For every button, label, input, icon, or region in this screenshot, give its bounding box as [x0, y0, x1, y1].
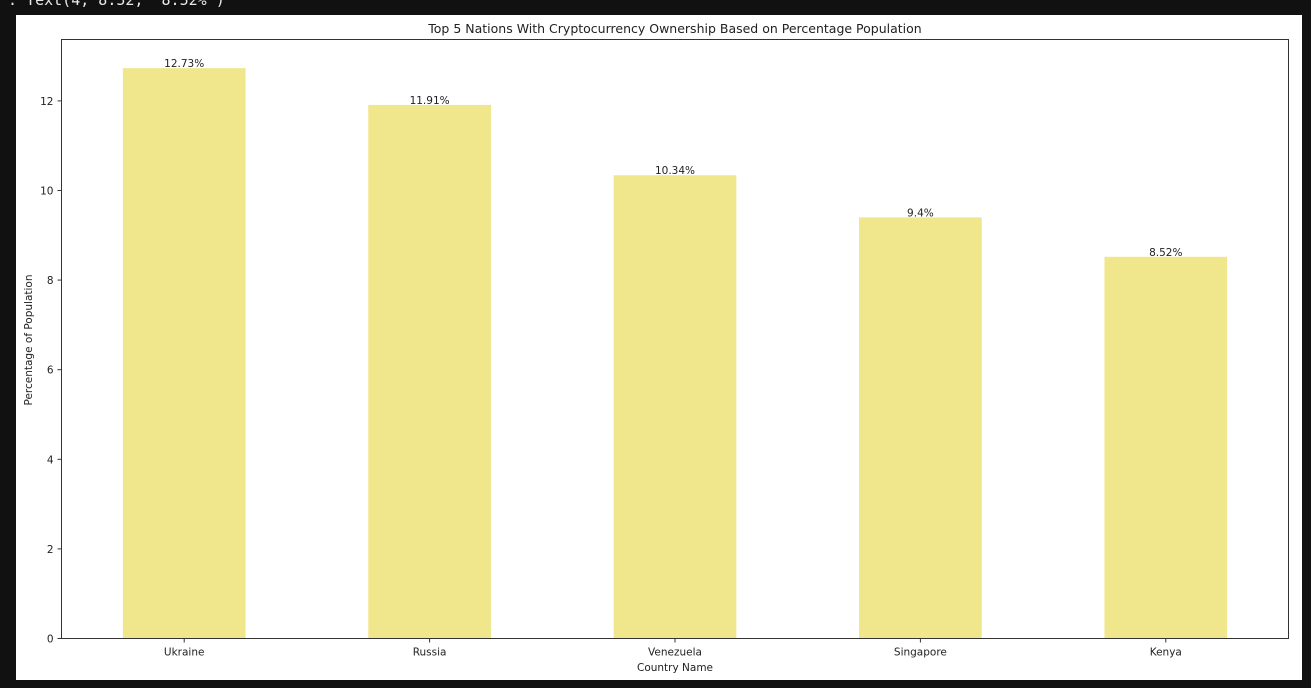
x-tick-label: Russia	[413, 647, 447, 659]
y-tick-label: 6	[47, 365, 54, 377]
x-tick-label: Ukraine	[164, 647, 205, 659]
data-label: 11.91%	[410, 95, 450, 107]
bar-kenya	[1104, 256, 1228, 639]
x-axis-label: Country Name	[637, 662, 713, 674]
y-tick-label: 12	[40, 96, 53, 108]
x-tick-label: Kenya	[1150, 647, 1182, 659]
bar-russia	[368, 104, 491, 639]
cell-output-text: : Text(4, 8.52, '8.52%')	[8, 0, 225, 9]
x-tick-label: Singapore	[894, 647, 947, 659]
y-tick-label: 0	[47, 634, 54, 646]
bar-ukraine	[122, 68, 246, 639]
plot-frame	[61, 39, 1289, 639]
data-label: 8.52%	[1149, 247, 1182, 259]
bar-venezuela	[613, 175, 737, 639]
y-tick-label: 2	[47, 544, 54, 556]
y-tick-label: 8	[47, 275, 54, 287]
y-tick-label: 10	[40, 185, 53, 197]
bar-singapore	[859, 217, 982, 639]
y-axis-label: Percentage of Population	[23, 274, 35, 405]
data-label: 12.73%	[164, 58, 204, 70]
x-tick-label: Venezuela	[648, 647, 702, 659]
data-label: 10.34%	[655, 165, 695, 177]
data-label: 9.4%	[907, 207, 934, 219]
y-tick-label: 4	[47, 454, 54, 466]
chart-title: Top 5 Nations With Cryptocurrency Owners…	[427, 21, 921, 36]
